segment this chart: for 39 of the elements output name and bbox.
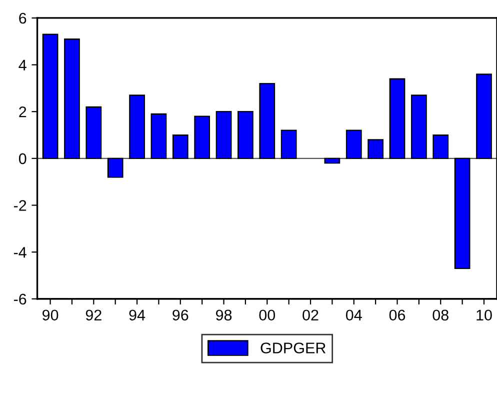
x-tick-label: 10 <box>476 310 492 321</box>
bar <box>324 158 340 164</box>
bar <box>259 82 276 159</box>
x-tick-label: 00 <box>259 310 276 321</box>
bar <box>280 130 297 159</box>
x-tick-label: 92 <box>86 310 102 321</box>
legend-label: GDPGER <box>260 342 326 354</box>
x-tick-label: 94 <box>129 310 146 321</box>
x-tick-label: 02 <box>302 310 318 321</box>
bar <box>216 111 232 159</box>
y-tick-label: 2 <box>19 106 26 118</box>
bar <box>346 130 362 159</box>
y-tick-label: -2 <box>14 200 26 211</box>
bar <box>107 158 124 178</box>
bar <box>42 34 58 159</box>
x-tick-label: 08 <box>432 310 448 321</box>
y-tick-label: 6 <box>19 12 26 24</box>
y-tick-label: -6 <box>14 294 26 305</box>
bar <box>476 74 492 159</box>
bar <box>368 139 384 159</box>
bar <box>86 106 102 159</box>
x-tick-label: 06 <box>389 310 406 321</box>
bar <box>172 134 188 159</box>
bar <box>238 111 254 159</box>
y-tick-label: -4 <box>14 247 26 258</box>
x-tick-label: 90 <box>42 310 58 321</box>
x-tick-label: 96 <box>172 310 188 321</box>
y-tick-label: 0 <box>18 153 26 164</box>
bar <box>454 158 470 269</box>
y-tick-label: 4 <box>18 60 26 70</box>
bar <box>194 116 210 159</box>
bar <box>150 113 167 159</box>
x-tick-label: 04 <box>346 310 362 321</box>
bar <box>389 78 406 159</box>
bar <box>432 134 449 159</box>
bar <box>129 94 145 159</box>
x-tick-label: 98 <box>216 310 232 321</box>
bar <box>411 94 427 159</box>
bar <box>64 38 80 159</box>
